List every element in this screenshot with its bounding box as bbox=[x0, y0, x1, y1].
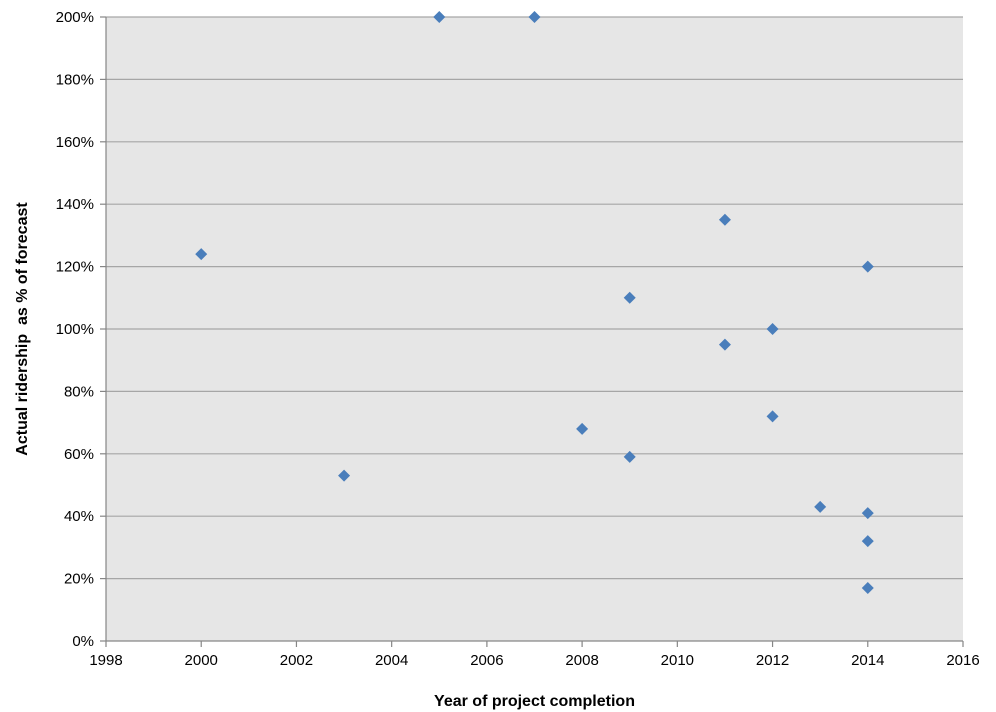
data-point bbox=[814, 500, 827, 513]
data-point bbox=[576, 422, 589, 435]
data-points bbox=[195, 11, 874, 594]
y-tick-label: 180% bbox=[56, 71, 94, 88]
data-point bbox=[861, 535, 874, 548]
x-tick-label: 2016 bbox=[946, 652, 979, 669]
y-tick-label: 60% bbox=[64, 446, 94, 463]
y-tick-label: 140% bbox=[56, 196, 94, 213]
data-point bbox=[766, 410, 779, 423]
x-tick-label: 2002 bbox=[280, 652, 313, 669]
x-tick-label: 2004 bbox=[375, 652, 408, 669]
data-point bbox=[718, 338, 731, 351]
y-tick-label: 200% bbox=[56, 9, 94, 26]
axes bbox=[100, 16, 964, 647]
tick-labels: 0% 20% 40% 60% 80% 100% 120% 140% 160% 180% 200% 19… bbox=[56, 9, 980, 669]
data-point bbox=[433, 11, 446, 23]
data-point bbox=[861, 260, 874, 273]
x-tick-label: 2008 bbox=[565, 652, 598, 669]
data-point bbox=[766, 323, 779, 335]
data-point bbox=[861, 581, 874, 594]
y-tick-label: 120% bbox=[56, 259, 94, 276]
x-axis-title: Year of project completion bbox=[434, 693, 635, 710]
data-point bbox=[528, 11, 541, 23]
y-tick-label: 20% bbox=[64, 571, 94, 588]
data-point bbox=[623, 291, 636, 304]
data-point bbox=[338, 469, 351, 482]
x-tick-label: 1998 bbox=[89, 652, 122, 669]
y-tick-label: 0% bbox=[72, 633, 94, 650]
y-tick-label: 100% bbox=[56, 321, 94, 338]
y-tick-label: 160% bbox=[56, 134, 94, 151]
x-tick-label: 2012 bbox=[756, 652, 789, 669]
data-point bbox=[861, 507, 874, 520]
y-tick-label: 40% bbox=[64, 508, 94, 525]
y-axis-title: Actual ridership as % of forecast bbox=[14, 202, 31, 456]
data-point bbox=[623, 450, 636, 463]
y-tick-label: 80% bbox=[64, 383, 94, 400]
x-tick-label: 2000 bbox=[185, 652, 218, 669]
x-tick-label: 2010 bbox=[661, 652, 694, 669]
x-tick-label: 2014 bbox=[851, 652, 884, 669]
data-point bbox=[195, 248, 208, 261]
x-tick-label: 2006 bbox=[470, 652, 503, 669]
data-point bbox=[718, 213, 731, 226]
